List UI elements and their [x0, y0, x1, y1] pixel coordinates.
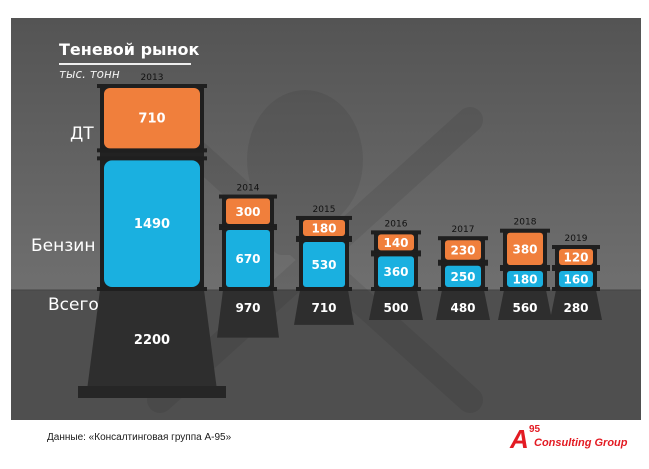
- total-label-2014: 970: [235, 301, 260, 315]
- diesel-frame-2017-cap-top: [438, 236, 488, 241]
- gasoline-frame-2019-cap-top: [552, 267, 600, 271]
- logo-text: Consulting Group: [534, 437, 628, 449]
- diesel-bar-2019: [559, 249, 593, 265]
- pedestal-2017: [436, 290, 490, 320]
- gasoline-value-2016: 360: [383, 265, 408, 279]
- total-label-2016: 500: [383, 301, 408, 315]
- gasoline-frame-2017-cap-top: [438, 261, 488, 266]
- chart-unit-label: тыс. тонн: [59, 67, 120, 81]
- gasoline-value-2019: 160: [563, 273, 588, 287]
- year-label-2017: 2017: [452, 225, 475, 235]
- year-label-2013: 2013: [141, 73, 164, 83]
- gasoline-value-2015: 530: [311, 258, 336, 272]
- gasoline-frame-2015-cap-top: [296, 237, 352, 242]
- a95-logo[interactable]: A 95 Consulting Group: [510, 424, 627, 454]
- diesel-frame-2014-cap-top: [219, 194, 277, 199]
- year-label-2018: 2018: [514, 218, 537, 228]
- gasoline-frame-2016-cap-top: [371, 252, 421, 257]
- gasoline-bar-2018: [507, 271, 543, 287]
- chart-marks: 2200 710 1490 2013 970 300 670 2014 710 180 530 201…: [78, 73, 602, 398]
- gasoline-frame-2016-cap-bottom: [371, 287, 421, 291]
- diesel-frame-2019-cap-top: [552, 245, 600, 249]
- diesel-value-2018: 380: [512, 242, 537, 256]
- total-label-2018: 560: [512, 301, 537, 315]
- pedestal-2016: [369, 290, 423, 320]
- gasoline-bar-2019: [559, 271, 593, 287]
- diesel-value-2015: 180: [311, 221, 336, 235]
- diesel-value-2014: 300: [235, 205, 260, 219]
- diesel-bar-2017: [445, 240, 481, 260]
- total-label-2019: 280: [563, 301, 588, 315]
- pedestal-2014: [217, 290, 279, 338]
- diesel-value-2013: 710: [138, 112, 165, 127]
- diesel-value-2016: 140: [383, 236, 408, 250]
- pedestal-2019: [550, 290, 602, 320]
- diesel-frame-2018-cap-top: [500, 228, 550, 233]
- gasoline-bar-2016: [378, 256, 414, 287]
- gasoline-frame-2015-cap-bottom: [296, 287, 352, 291]
- row-label-gasoline: Бензин: [31, 236, 96, 256]
- gasoline-frame-2013-cap-bottom: [97, 287, 207, 291]
- row-label-diesel: ДТ: [70, 124, 94, 144]
- chart-title: Теневой рынок: [59, 40, 200, 59]
- gasoline-bar-2014: [226, 230, 270, 287]
- gasoline-value-2018: 180: [512, 273, 537, 287]
- gasoline-frame-2018-cap-top: [500, 267, 550, 271]
- diesel-value-2019: 120: [563, 251, 588, 265]
- gasoline-frame-2017-cap-bottom: [438, 287, 488, 291]
- gasoline-bar-2017: [445, 265, 481, 287]
- year-label-2016: 2016: [385, 219, 408, 229]
- row-label-total: Всего: [48, 295, 99, 315]
- source-note: Данные: «Консалтинговая группа А-95»: [47, 432, 232, 443]
- gasoline-frame-2014-cap-bottom: [219, 287, 277, 291]
- year-label-2019: 2019: [565, 234, 588, 244]
- diesel-bar-2013: [104, 88, 200, 149]
- diesel-frame-2015-cap-top: [296, 215, 352, 220]
- gasoline-value-2017: 250: [450, 270, 475, 284]
- gasoline-frame-2013-cap-top: [97, 156, 207, 161]
- gasoline-frame-2019-cap-bottom: [552, 287, 600, 291]
- gasoline-value-2014: 670: [235, 252, 260, 266]
- diesel-bar-2014: [226, 198, 270, 225]
- gasoline-value-2013: 1490: [134, 217, 170, 232]
- gasoline-bar-2015: [303, 241, 345, 287]
- pedestal-base-2013: [78, 386, 226, 398]
- gasoline-bar-2013: [104, 160, 200, 287]
- logo-mark: A: [510, 424, 529, 454]
- title-underline: [59, 63, 191, 65]
- diesel-bar-2018: [507, 232, 543, 265]
- pedestal-2013: [86, 290, 218, 398]
- diesel-bar-2015: [303, 219, 345, 236]
- diesel-frame-2016-cap-top: [371, 230, 421, 235]
- total-label-2013: 2200: [134, 333, 170, 348]
- pedestal-2018: [498, 290, 552, 320]
- diesel-value-2017: 230: [450, 243, 475, 257]
- diesel-frame-2013-cap-top: [97, 84, 207, 88]
- total-label-2017: 480: [450, 301, 475, 315]
- total-label-2015: 710: [311, 301, 336, 315]
- year-label-2015: 2015: [313, 205, 336, 215]
- diesel-frame-2013-cap-bottom: [97, 148, 207, 153]
- diesel-bar-2016: [378, 234, 414, 251]
- year-label-2014: 2014: [237, 184, 260, 194]
- logo-number: 95: [529, 424, 541, 435]
- gasoline-frame-2014-cap-top: [219, 226, 277, 231]
- gasoline-frame-2018-cap-bottom: [500, 287, 550, 291]
- pedestal-2015: [294, 290, 354, 325]
